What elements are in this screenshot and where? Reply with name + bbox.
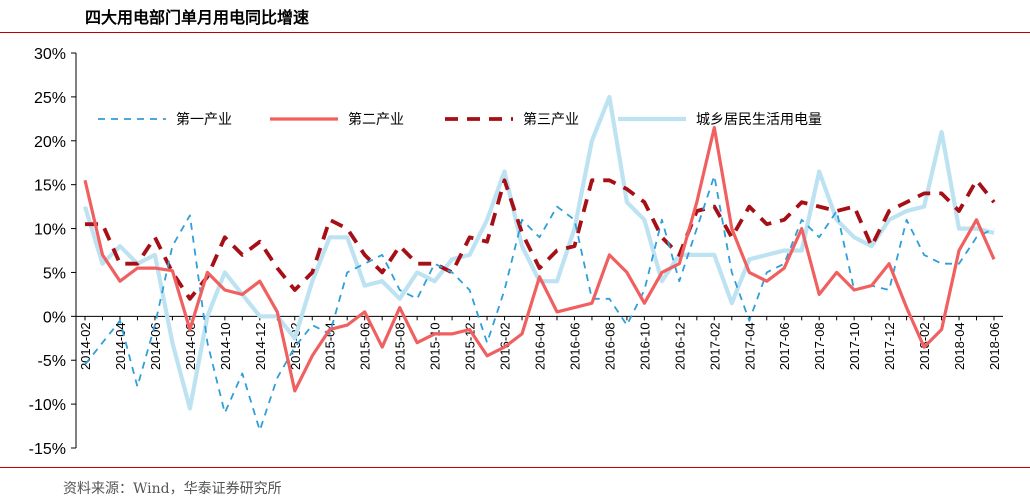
x-tick-label: 2018-06 bbox=[987, 322, 1002, 370]
x-tick-label: 2016-04 bbox=[533, 322, 548, 370]
x-tick-label: 2015-08 bbox=[393, 322, 408, 370]
y-tick-label: 25% bbox=[34, 90, 66, 107]
y-tick-label: -5% bbox=[38, 353, 66, 370]
x-tick-label: 2016-10 bbox=[637, 322, 652, 370]
chart-title: 四大用电部门单月用电同比增速 bbox=[85, 8, 310, 27]
source-note: 资料来源：Wind，华泰证券研究所 bbox=[63, 481, 282, 497]
x-tick-label: 2014-06 bbox=[148, 322, 163, 370]
y-tick-label: 30% bbox=[34, 46, 66, 63]
x-tick-label: 2016-08 bbox=[602, 322, 617, 370]
legend-label-3: 第三产业 bbox=[523, 111, 579, 128]
x-tick-label: 2017-02 bbox=[707, 322, 722, 370]
x-tick-label: 2014-04 bbox=[113, 322, 128, 370]
series-line-1 bbox=[84, 174, 995, 432]
bottom-divider bbox=[0, 467, 1030, 468]
top-divider bbox=[0, 32, 1030, 33]
legend-label-2: 第二产业 bbox=[348, 111, 404, 128]
x-tick-label: 2014-08 bbox=[183, 322, 198, 370]
x-tick-label: 2017-10 bbox=[847, 322, 862, 370]
x-tick-label: 2014-10 bbox=[218, 322, 233, 370]
x-tick-label: 2018-04 bbox=[952, 322, 967, 370]
legend: 第一产业 第二产业 第三产业 城乡居民生活用电量 bbox=[98, 111, 822, 128]
y-tick-label: 10% bbox=[34, 222, 66, 239]
x-tick-label: 2016-06 bbox=[567, 322, 582, 370]
x-tick-label: 2016-12 bbox=[672, 322, 687, 370]
x-tick-label: 2017-06 bbox=[777, 322, 792, 370]
y-tick-label: 15% bbox=[34, 178, 66, 195]
series-line-3 bbox=[85, 178, 996, 301]
x-tick-label: 2014-02 bbox=[78, 322, 93, 370]
axes: 30% 25% 20% 15% 10% 5% 0% -5% -10% -15% 2014-02 201… bbox=[29, 46, 1003, 458]
x-tick-label: 2014-12 bbox=[253, 322, 268, 370]
x-tick-label: 2017-04 bbox=[742, 322, 757, 370]
x-tick-label: 2015-10 bbox=[428, 322, 443, 370]
series-group bbox=[82, 94, 996, 432]
y-tick-label: -10% bbox=[29, 397, 66, 414]
y-tick-label: 0% bbox=[43, 309, 66, 326]
x-tick-label: 2017-08 bbox=[812, 322, 827, 370]
y-tick-label: 5% bbox=[43, 265, 66, 282]
x-tick-label: 2015-06 bbox=[358, 322, 373, 370]
y-tick-label: 20% bbox=[34, 134, 66, 151]
legend-label-1: 第一产业 bbox=[176, 111, 232, 128]
y-tick-label: -15% bbox=[29, 441, 66, 458]
legend-label-4: 城乡居民生活用电量 bbox=[696, 112, 822, 128]
series-line-2 bbox=[83, 125, 996, 393]
x-tick-label: 2017-12 bbox=[882, 322, 897, 370]
